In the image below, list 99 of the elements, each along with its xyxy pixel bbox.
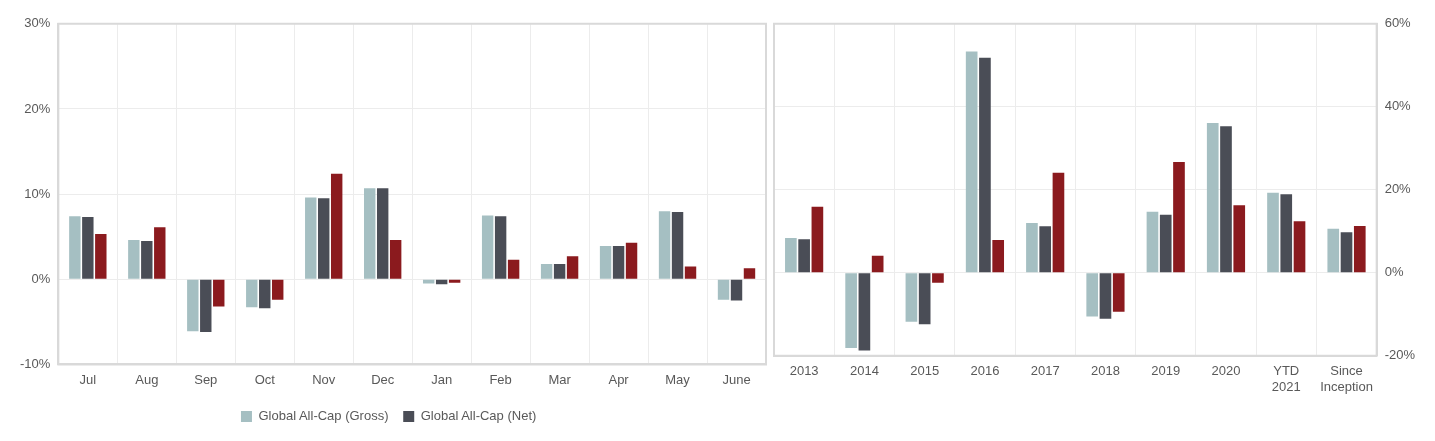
x-tick-label: 2018 — [1091, 363, 1120, 379]
bar — [1353, 225, 1366, 273]
bar — [625, 242, 638, 279]
bar — [128, 240, 140, 279]
bar — [730, 279, 743, 301]
bar — [389, 240, 402, 279]
bar — [1327, 228, 1340, 273]
bar — [932, 273, 944, 283]
bar — [154, 227, 166, 279]
x-tick-label: 2014 — [849, 363, 879, 379]
bar — [330, 173, 343, 279]
legend-label: Global All-Cap (Net) — [420, 408, 537, 424]
bar — [553, 263, 566, 279]
bar — [507, 259, 520, 279]
x-tick-label: Mar — [548, 371, 572, 387]
x-tick-label: Sep — [194, 371, 218, 387]
bar — [1039, 226, 1052, 273]
bar — [318, 198, 330, 279]
x-tick-label: Feb — [489, 371, 512, 387]
bar — [1206, 122, 1219, 273]
y-tick-label: -10% — [19, 355, 51, 371]
x-tick-label: Nov — [312, 371, 336, 387]
x-tick-label: 2019 — [1151, 363, 1181, 379]
bar — [1099, 273, 1112, 319]
bar — [69, 216, 81, 279]
bar — [1026, 223, 1038, 273]
y2-tick-label: 40% — [1384, 98, 1412, 114]
bar — [1146, 211, 1159, 273]
bar — [979, 57, 991, 273]
y2-tick-label: 0% — [1384, 264, 1404, 280]
bar — [671, 211, 684, 279]
x-tick-label: Oct — [254, 371, 276, 387]
bar — [965, 51, 978, 273]
bar — [785, 237, 797, 273]
x-tick-label: Apr — [608, 371, 630, 387]
bar — [612, 246, 625, 279]
bar — [599, 246, 612, 279]
bar — [200, 279, 212, 333]
x-tick-label: 2015 — [910, 363, 940, 379]
x-tick-label: Aug — [135, 371, 159, 387]
bar — [82, 217, 94, 279]
y-tick-label: 10% — [24, 185, 51, 201]
bar — [1052, 172, 1065, 273]
y2-tick-label: 60% — [1384, 15, 1412, 31]
bar — [798, 239, 810, 273]
bar — [1173, 162, 1185, 273]
bar — [684, 266, 697, 279]
bar — [1086, 273, 1099, 317]
bar — [95, 234, 107, 279]
bar — [1220, 126, 1232, 273]
bar — [811, 206, 824, 273]
bar — [481, 215, 494, 279]
bar — [1112, 273, 1125, 312]
bar — [871, 255, 884, 273]
legend-label: Global All-Cap (Gross) — [258, 408, 389, 424]
x-tick-label: Since Inception — [1320, 363, 1373, 394]
y-tick-label: 20% — [24, 100, 51, 116]
bar — [272, 279, 284, 300]
bar — [494, 216, 507, 279]
bar — [305, 197, 317, 279]
bar — [1293, 221, 1306, 273]
bar — [1340, 232, 1353, 273]
y2-tick-label: 20% — [1384, 181, 1412, 197]
y2-tick-label: -20% — [1384, 347, 1416, 363]
bar — [918, 273, 931, 325]
bar — [1267, 192, 1279, 273]
x-tick-label: Jul — [79, 371, 97, 387]
x-tick-label: May — [665, 371, 691, 387]
x-tick-label: Jan — [431, 371, 453, 387]
bar — [422, 279, 435, 284]
bar — [858, 273, 871, 351]
bar — [448, 279, 461, 283]
bar — [1159, 214, 1172, 273]
bar — [259, 279, 271, 309]
x-tick-label: YTD 2021 — [1271, 363, 1301, 394]
bar — [376, 188, 389, 279]
bar — [743, 268, 756, 279]
bar — [658, 211, 671, 279]
y-tick-label: 0% — [31, 270, 51, 286]
bar — [566, 256, 579, 279]
x-tick-label: June — [722, 371, 751, 387]
bar — [1233, 205, 1246, 273]
x-tick-label: 2020 — [1211, 363, 1241, 379]
bar — [141, 240, 153, 279]
x-tick-label: 2016 — [970, 363, 1000, 379]
bar — [992, 240, 1005, 273]
bar — [246, 279, 258, 308]
bar — [845, 273, 857, 348]
bar — [1280, 194, 1293, 273]
bar — [213, 279, 225, 307]
bar — [364, 188, 376, 279]
y-tick-label: 30% — [24, 15, 51, 31]
x-tick-label: 2013 — [789, 363, 819, 379]
bar — [540, 263, 553, 279]
bar — [717, 279, 730, 300]
x-tick-label: Dec — [371, 371, 395, 387]
bar — [187, 279, 199, 332]
x-tick-label: 2017 — [1030, 363, 1060, 379]
bar — [905, 273, 918, 322]
